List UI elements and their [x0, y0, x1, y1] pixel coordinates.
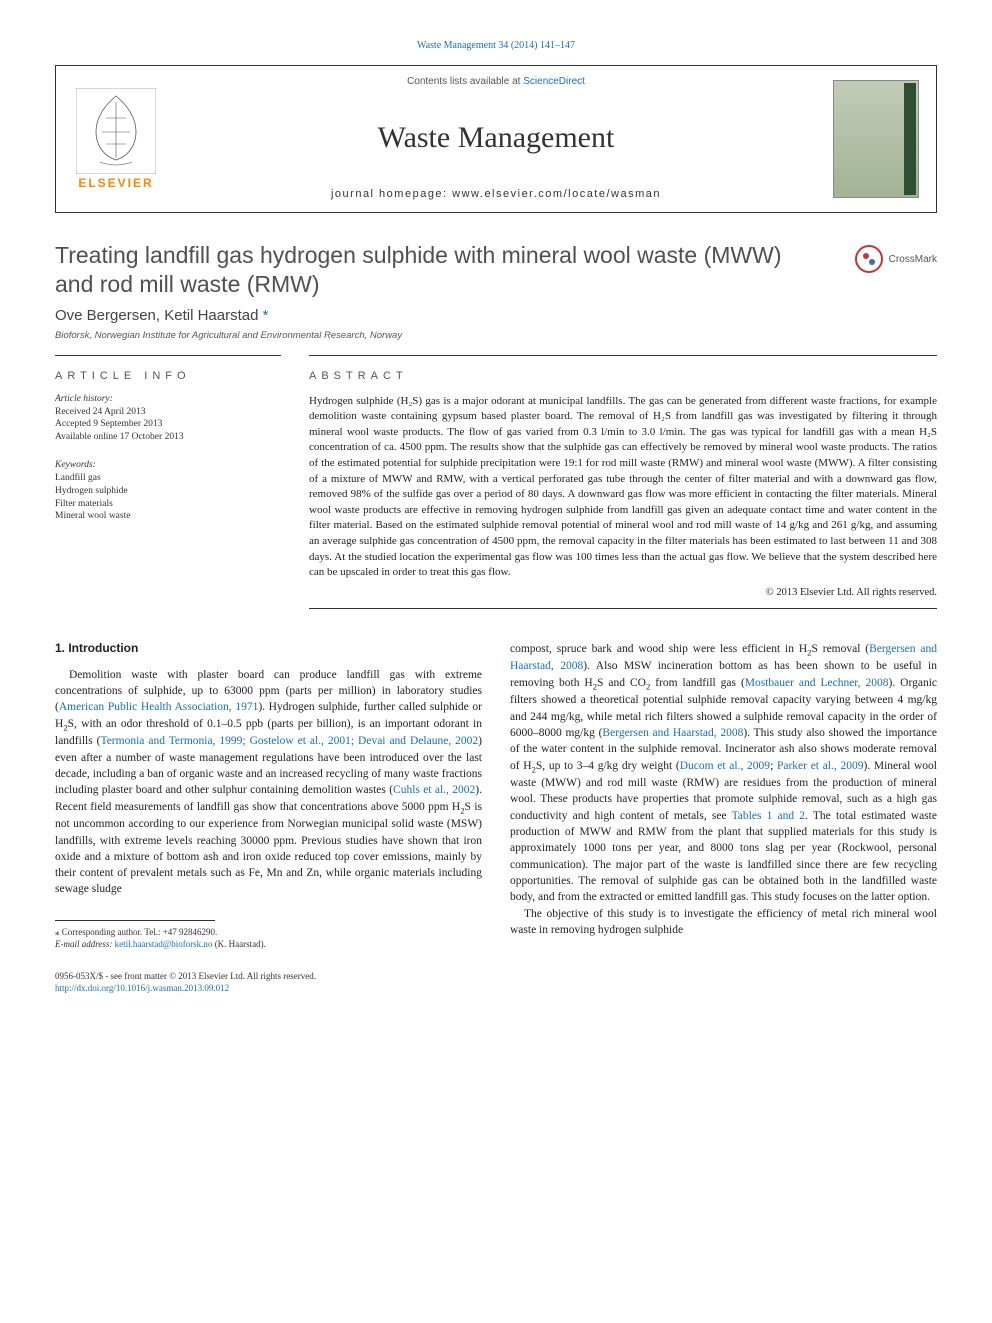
keywords-label: Keywords:	[55, 460, 281, 470]
sciencedirect-link[interactable]: ScienceDirect	[523, 76, 585, 87]
author-names: Ove Bergersen, Ketil Haarstad	[55, 307, 258, 324]
table-link[interactable]: Tables 1 and 2	[732, 810, 805, 822]
abstract-copyright: © 2013 Elsevier Ltd. All rights reserved…	[309, 587, 937, 598]
journal-header: ELSEVIER Contents lists available at Sci…	[55, 65, 937, 213]
abstract-label: ABSTRACT	[309, 370, 937, 382]
contents-prefix: Contents lists available at	[407, 76, 523, 87]
journal-name: Waste Management	[378, 121, 615, 155]
ref-link[interactable]: Bergersen and Haarstad, 2008	[602, 727, 743, 739]
email-footnote: E-mail address: ketil.haarstad@bioforsk.…	[55, 938, 482, 950]
journal-cover-image	[833, 80, 919, 198]
intro-para-3: The objective of this study is to invest…	[510, 906, 937, 939]
page-footer: 0956-053X/$ - see front matter © 2013 El…	[55, 970, 937, 994]
intro-heading: 1. Introduction	[55, 641, 482, 655]
header-center: Contents lists available at ScienceDirec…	[176, 66, 816, 212]
crossmark-icon	[855, 245, 883, 273]
keyword: Filter materials	[55, 498, 281, 511]
publisher-label: ELSEVIER	[78, 176, 153, 190]
history-received: Received 24 April 2013	[55, 406, 281, 419]
email-suffix: (K. Haarstad).	[212, 939, 265, 949]
history-accepted: Accepted 9 September 2013	[55, 418, 281, 431]
keyword: Mineral wool waste	[55, 510, 281, 523]
body-column-right: compost, spruce bark and wood ship were …	[510, 641, 937, 950]
footnote-rule	[55, 920, 215, 921]
abstract-box: ABSTRACT Hydrogen sulphide (H₂S) gas is …	[309, 355, 937, 609]
contents-line: Contents lists available at ScienceDirec…	[407, 76, 585, 87]
elsevier-tree-icon	[76, 88, 156, 174]
history-online: Available online 17 October 2013	[55, 431, 281, 444]
crossmark-badge[interactable]: CrossMark	[855, 245, 937, 273]
corr-star-icon: *	[258, 307, 268, 324]
ref-link[interactable]: American Public Health Association, 1971	[59, 701, 258, 713]
issn-line: 0956-053X/$ - see front matter © 2013 El…	[55, 970, 937, 982]
crossmark-label: CrossMark	[889, 254, 937, 265]
intro-para-2: compost, spruce bark and wood ship were …	[510, 641, 937, 906]
keyword: Landfill gas	[55, 472, 281, 485]
ref-link[interactable]: Termonia and Termonia, 1999; Gostelow et…	[100, 735, 478, 747]
intro-para-1: Demolition waste with plaster board can …	[55, 667, 482, 898]
history-label: Article history:	[55, 394, 281, 404]
article-info-box: ARTICLE INFO Article history: Received 2…	[55, 355, 281, 609]
ref-link[interactable]: Parker et al., 2009	[777, 760, 864, 772]
email-link[interactable]: ketil.haarstad@bioforsk.no	[115, 939, 213, 949]
ref-link[interactable]: Ducom et al., 2009	[680, 760, 770, 772]
email-label: E-mail address:	[55, 939, 115, 949]
article-title: Treating landfill gas hydrogen sulphide …	[55, 241, 805, 299]
corr-footnote: ⁎ Corresponding author. Tel.: +47 928462…	[55, 926, 482, 938]
keyword: Hydrogen sulphide	[55, 485, 281, 498]
ref-link[interactable]: Mostbauer and Lechner, 2008	[745, 677, 889, 689]
abstract-text: Hydrogen sulphide (H₂S) gas is a major o…	[309, 394, 937, 581]
ref-link[interactable]: Cuhls et al., 2002	[393, 784, 475, 796]
journal-homepage: journal homepage: www.elsevier.com/locat…	[331, 188, 661, 200]
doi-link[interactable]: http://dx.doi.org/10.1016/j.wasman.2013.…	[55, 983, 229, 993]
abstract-bottom-rule	[309, 608, 937, 609]
citation-link[interactable]: Waste Management 34 (2014) 141–147	[55, 40, 937, 51]
authors: Ove Bergersen, Ketil Haarstad *	[55, 307, 937, 324]
cover-cell	[816, 66, 936, 212]
affiliation: Bioforsk, Norwegian Institute for Agricu…	[55, 330, 937, 341]
publisher-logo-cell: ELSEVIER	[56, 66, 176, 212]
article-info-label: ARTICLE INFO	[55, 370, 281, 382]
ref-link[interactable]: Bergersen and Haarstad, 2008	[510, 643, 937, 673]
body-column-left: 1. Introduction Demolition waste with pl…	[55, 641, 482, 950]
